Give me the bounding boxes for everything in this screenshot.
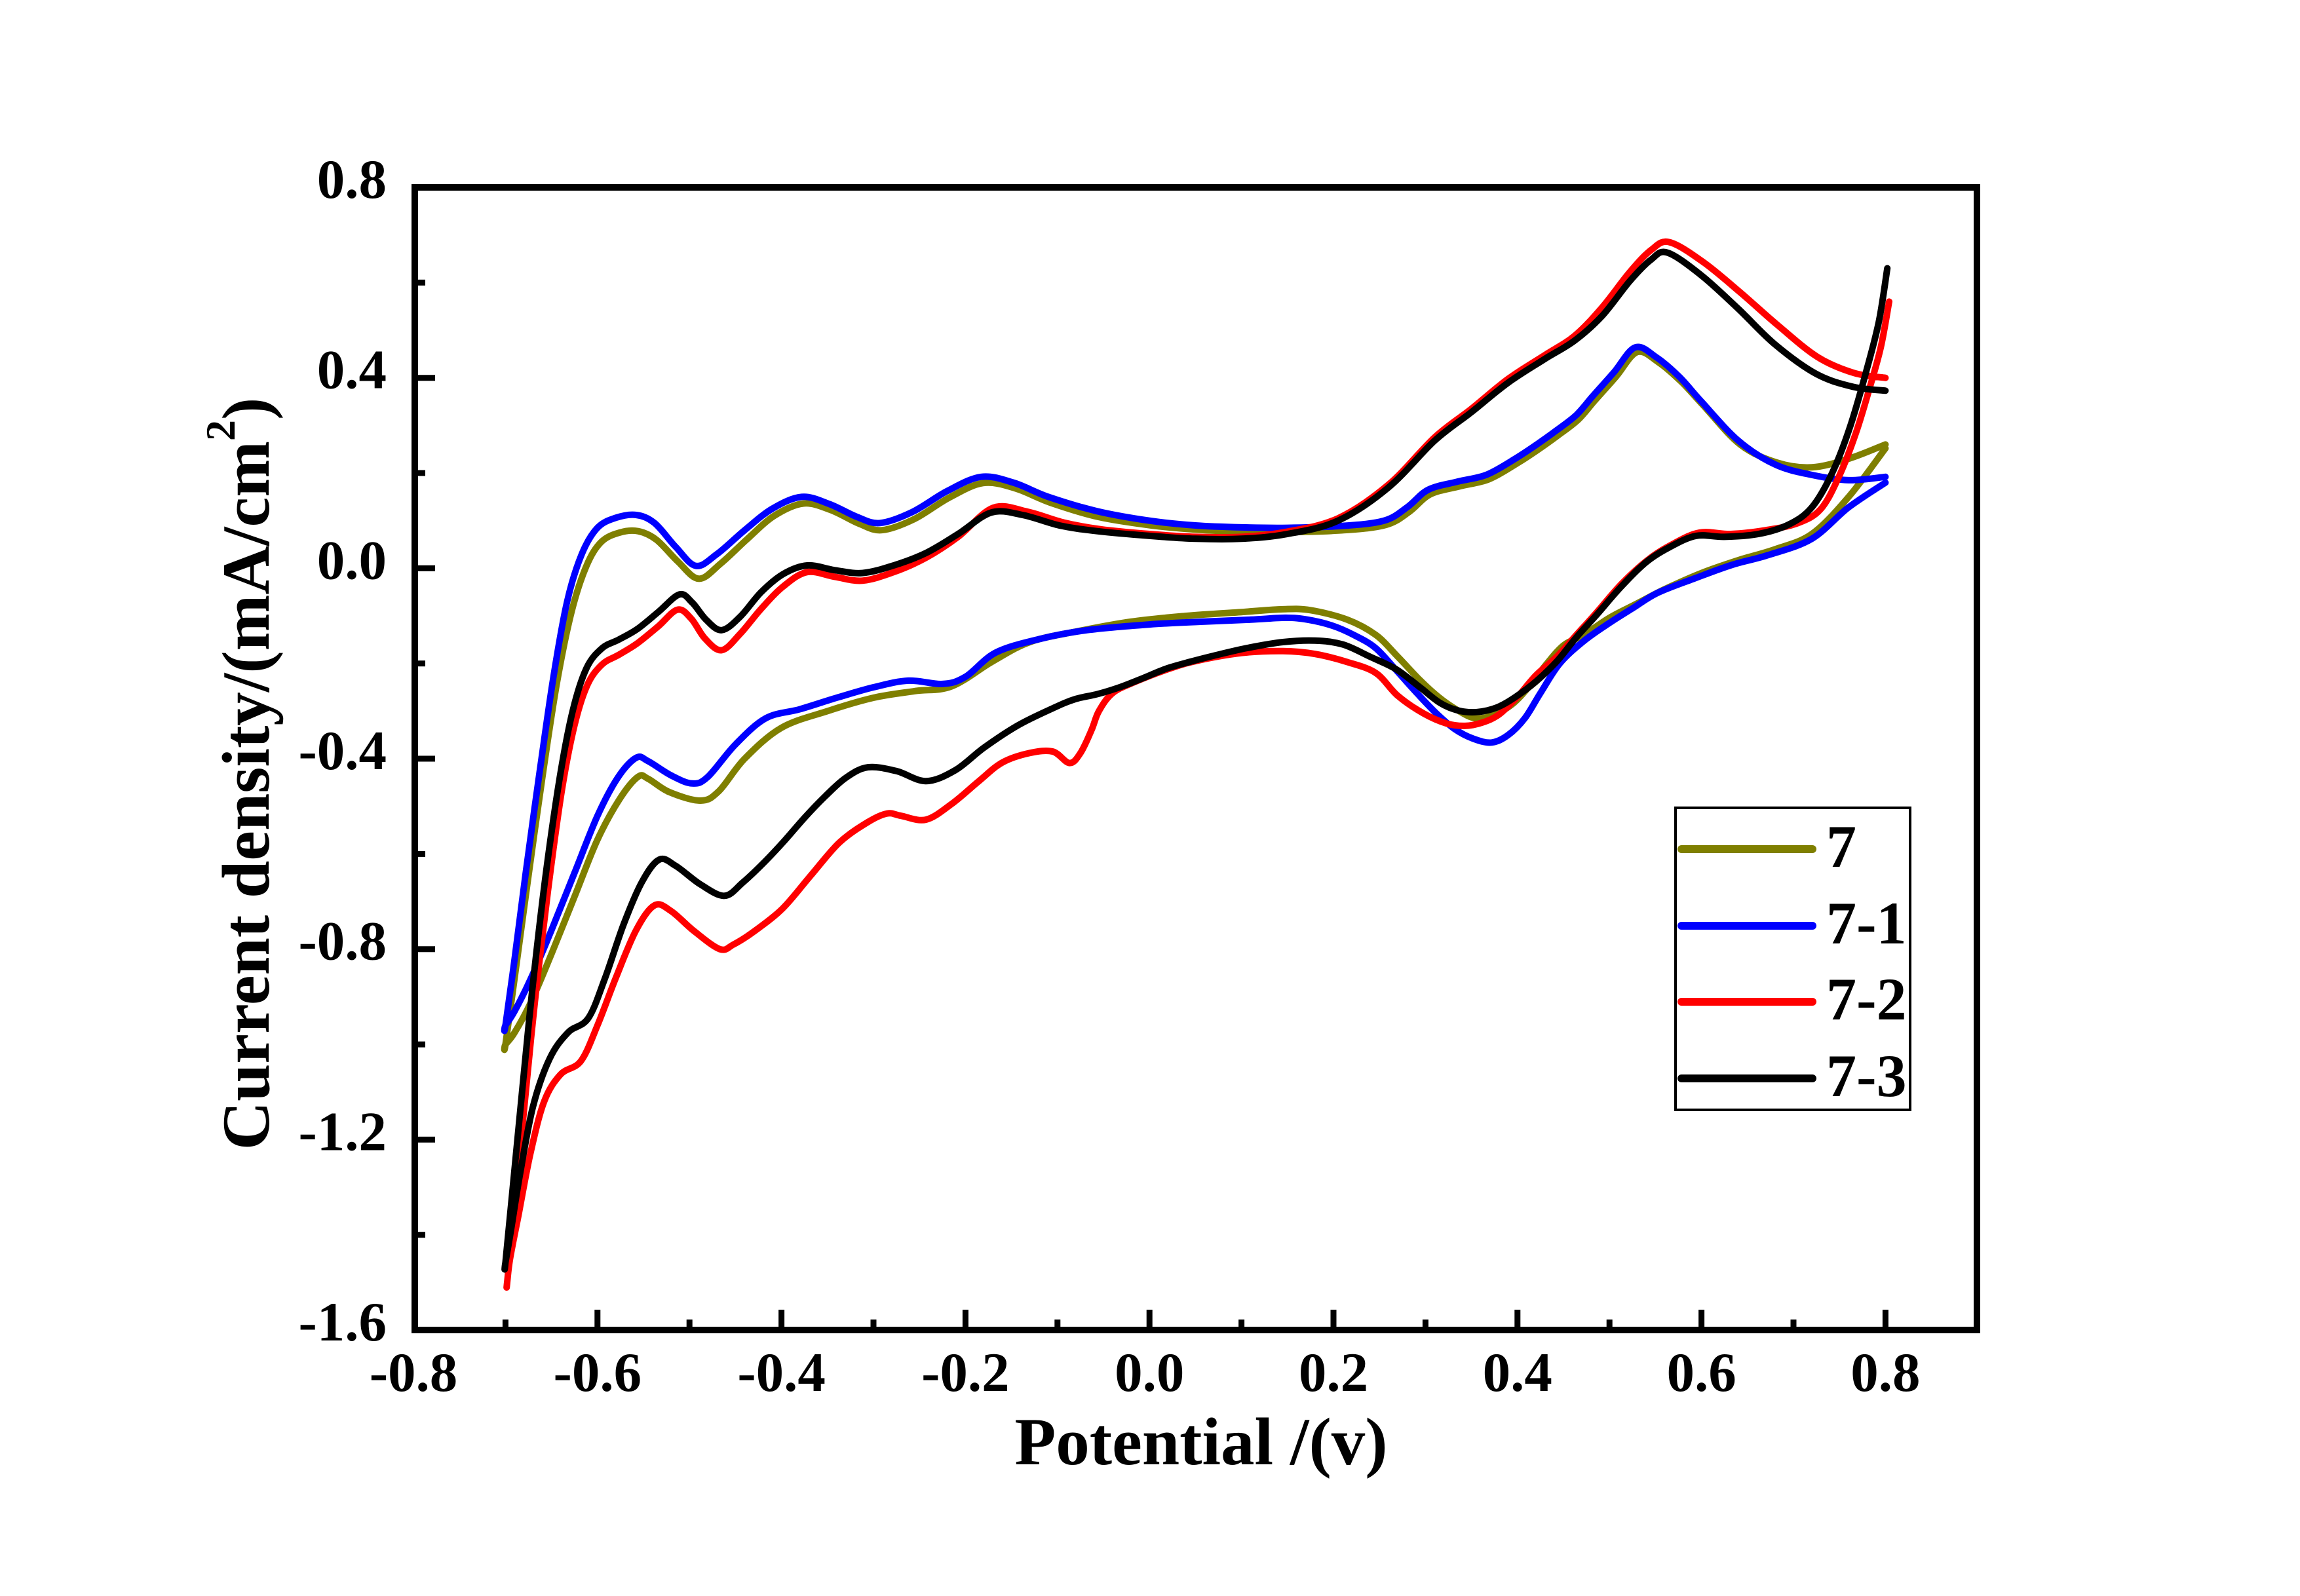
svg-text:7-3: 7-3 [1826,1042,1907,1109]
svg-text:-1.6: -1.6 [298,1291,387,1353]
svg-text:0.0: 0.0 [317,529,387,591]
svg-text:0.6: 0.6 [1666,1342,1736,1403]
svg-text:0.2: 0.2 [1299,1342,1368,1403]
svg-text:0.4: 0.4 [1483,1342,1552,1403]
svg-text:-0.8: -0.8 [298,911,387,972]
svg-text:0.8: 0.8 [317,149,387,210]
svg-text:0.8: 0.8 [1850,1342,1920,1403]
svg-text:0.4: 0.4 [317,339,387,401]
svg-text:7-2: 7-2 [1826,966,1907,1033]
svg-text:-0.4: -0.4 [737,1342,826,1403]
svg-text:7: 7 [1826,813,1856,880]
svg-text:-0.6: -0.6 [554,1342,642,1403]
svg-text:-0.8: -0.8 [370,1342,458,1403]
svg-text:7-1: 7-1 [1826,890,1907,957]
svg-text:Current density/(mA/cm2): Current density/(mA/cm2) [197,398,284,1150]
svg-text:0.0: 0.0 [1115,1342,1184,1403]
svg-text:Potential /(v): Potential /(v) [1014,1405,1387,1479]
svg-text:-0.4: -0.4 [298,720,387,782]
svg-text:-1.2: -1.2 [298,1101,387,1162]
svg-text:-0.2: -0.2 [921,1342,1010,1403]
